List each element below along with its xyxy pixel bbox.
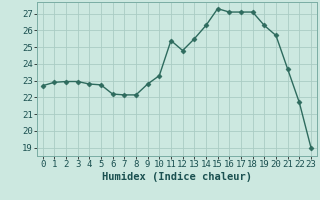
X-axis label: Humidex (Indice chaleur): Humidex (Indice chaleur)	[102, 172, 252, 182]
